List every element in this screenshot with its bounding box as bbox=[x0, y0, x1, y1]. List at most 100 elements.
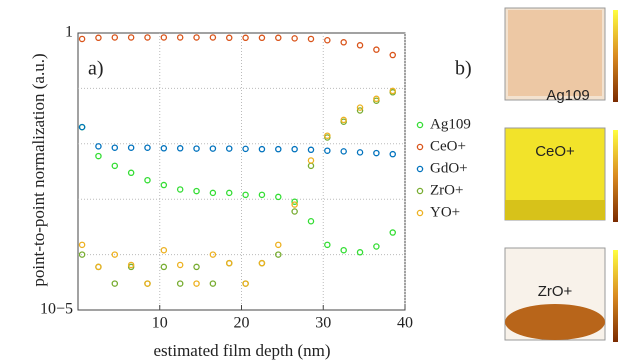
legend-label: CeO+ bbox=[430, 138, 466, 154]
y-tick-label: 10−5 bbox=[40, 301, 73, 318]
data-point bbox=[178, 35, 183, 40]
data-point bbox=[243, 192, 248, 197]
data-point bbox=[161, 35, 166, 40]
data-point bbox=[79, 242, 84, 247]
data-point bbox=[129, 170, 134, 175]
data-point bbox=[210, 190, 215, 195]
data-point bbox=[145, 178, 150, 183]
data-point bbox=[374, 150, 379, 155]
data-point bbox=[308, 36, 313, 41]
data-point bbox=[390, 152, 395, 157]
data-point bbox=[96, 35, 101, 40]
data-point bbox=[194, 189, 199, 194]
data-point bbox=[178, 187, 183, 192]
data-point bbox=[292, 36, 297, 41]
data-point bbox=[79, 125, 84, 130]
data-point bbox=[178, 281, 183, 286]
data-point bbox=[276, 242, 281, 247]
data-point bbox=[292, 209, 297, 214]
data-point bbox=[227, 146, 232, 151]
data-point bbox=[161, 182, 166, 187]
data-point bbox=[227, 261, 232, 266]
x-axis-label: estimated film depth (nm) bbox=[153, 341, 330, 360]
y-axis-label: point-to-point normalization (a.u.) bbox=[29, 53, 48, 286]
data-point bbox=[325, 38, 330, 43]
data-point bbox=[308, 147, 313, 152]
data-point bbox=[112, 281, 117, 286]
data-point bbox=[276, 35, 281, 40]
data-point bbox=[308, 219, 313, 224]
data-point bbox=[374, 244, 379, 249]
data-point bbox=[96, 264, 101, 269]
data-point bbox=[259, 35, 264, 40]
data-point bbox=[259, 192, 264, 197]
data-point bbox=[194, 146, 199, 151]
data-point bbox=[227, 190, 232, 195]
data-point bbox=[210, 252, 215, 257]
data-point bbox=[145, 281, 150, 286]
legend-marker bbox=[417, 166, 422, 171]
data-point bbox=[178, 262, 183, 267]
y-tick-label: 1 bbox=[65, 24, 73, 41]
legend-label: YO+ bbox=[430, 204, 460, 220]
data-point bbox=[325, 148, 330, 153]
x-tick-label: 40 bbox=[397, 315, 413, 332]
data-point bbox=[161, 146, 166, 151]
data-point bbox=[210, 281, 215, 286]
data-point bbox=[227, 35, 232, 40]
legend-marker bbox=[417, 210, 422, 215]
data-point bbox=[96, 153, 101, 158]
data-point bbox=[145, 35, 150, 40]
data-point bbox=[161, 264, 166, 269]
data-point bbox=[259, 147, 264, 152]
data-point bbox=[112, 35, 117, 40]
x-tick-label: 20 bbox=[234, 315, 250, 332]
data-point bbox=[145, 145, 150, 150]
x-tick-label: 10 bbox=[152, 315, 168, 332]
data-point bbox=[243, 146, 248, 151]
volume-label: ZrO+ bbox=[538, 283, 573, 300]
data-point bbox=[390, 230, 395, 235]
data-point bbox=[308, 158, 313, 163]
data-point bbox=[129, 35, 134, 40]
data-point bbox=[325, 242, 330, 247]
volume-label: CeO+ bbox=[535, 143, 575, 160]
data-point bbox=[292, 147, 297, 152]
data-point bbox=[390, 52, 395, 57]
legend-label: GdO+ bbox=[430, 160, 468, 176]
data-point bbox=[357, 43, 362, 48]
figure: a) b) estimated film depth (nm) point-to… bbox=[0, 0, 630, 364]
data-point bbox=[112, 145, 117, 150]
data-point bbox=[276, 194, 281, 199]
data-point bbox=[341, 149, 346, 154]
panel-label: a) bbox=[88, 58, 104, 80]
x-tick-label: 30 bbox=[315, 315, 331, 332]
legend-marker bbox=[417, 188, 422, 193]
data-point bbox=[79, 252, 84, 257]
data-point bbox=[210, 35, 215, 40]
data-point bbox=[341, 40, 346, 45]
data-point bbox=[112, 163, 117, 168]
data-point bbox=[259, 261, 264, 266]
legend-marker bbox=[417, 122, 422, 127]
panel-label: b) bbox=[455, 58, 472, 80]
data-point bbox=[178, 146, 183, 151]
data-point bbox=[129, 145, 134, 150]
volume-label: Ag109 bbox=[546, 87, 589, 104]
data-point bbox=[96, 144, 101, 149]
data-point bbox=[341, 248, 346, 253]
data-point bbox=[308, 163, 313, 168]
data-point bbox=[243, 281, 248, 286]
data-point bbox=[276, 147, 281, 152]
data-point bbox=[210, 146, 215, 151]
data-point bbox=[243, 35, 248, 40]
data-point bbox=[194, 281, 199, 286]
data-point bbox=[79, 36, 84, 41]
legend-label: Ag109 bbox=[430, 116, 471, 132]
data-point bbox=[357, 150, 362, 155]
legend-label: ZrO+ bbox=[430, 182, 463, 198]
data-point bbox=[161, 248, 166, 253]
legend-marker bbox=[417, 144, 422, 149]
data-point bbox=[194, 264, 199, 269]
data-point bbox=[374, 47, 379, 52]
